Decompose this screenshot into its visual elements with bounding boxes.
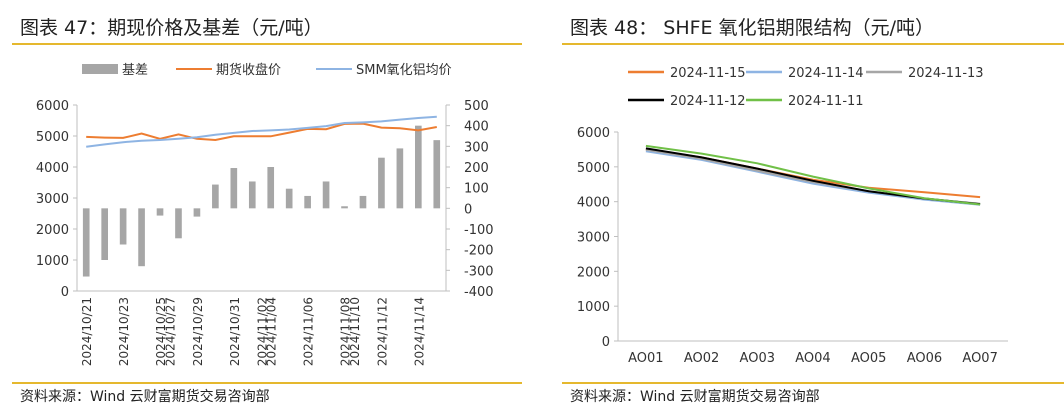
x-tick-label: 2024/10/27 (163, 297, 177, 366)
y-left-tick-label: 1000 (36, 254, 69, 269)
y-right-tick-label: -400 (464, 285, 494, 300)
basis-bar (433, 140, 441, 209)
y-right-tick-label: 0 (464, 202, 472, 217)
basis-bar (175, 208, 182, 239)
futures-price-line (86, 122, 437, 142)
basis-bar (212, 184, 219, 209)
y-right-tick-label: -300 (464, 264, 494, 279)
x-tick-label: AO06 (907, 351, 942, 366)
x-tick-label: 2024/11/12 (375, 297, 389, 366)
x-tick-label: AO02 (684, 351, 719, 366)
series-line-2024-11-14 (645, 150, 981, 206)
basis-bar (156, 208, 164, 216)
basis-bar (101, 208, 108, 260)
y-tick-label: 2000 (577, 265, 610, 280)
x-tick-label: 2024/11/10 (348, 297, 362, 366)
y-left-tick-label: 5000 (36, 130, 69, 145)
x-tick-label: 2024/10/25 (154, 297, 168, 366)
basis-bar (304, 195, 311, 209)
left-chart-svg: 基差 期货收盘价 SMM氧化铝均价0100020003000400050006000… (36, 62, 494, 366)
series-line-2024-11-11 (645, 144, 981, 206)
y-tick-label: 5000 (577, 161, 610, 176)
y-left-tick-label: 4000 (36, 161, 69, 176)
basis-bar (322, 181, 330, 209)
x-tick-label: AO01 (628, 351, 663, 366)
basis-bar (396, 148, 404, 209)
right-source-note: 资料来源：Wind 云财富期货交易咨询部 (570, 389, 820, 405)
y-right-tick-label: 300 (464, 140, 489, 155)
basis-bar (341, 206, 348, 209)
x-tick-label: 2024/10/21 (80, 297, 94, 366)
legend-label: 2024-11-15 (670, 66, 746, 81)
y-tick-label: 1000 (577, 300, 610, 315)
legend-label: 基差 (122, 63, 148, 78)
x-tick-label: AO03 (740, 351, 775, 366)
y-left-tick-label: 2000 (36, 223, 69, 238)
x-tick-label: 2024/11/06 (302, 297, 316, 366)
x-tick-label: 2024/10/23 (117, 297, 131, 366)
y-right-tick-label: -200 (464, 244, 494, 259)
legend-label: 2024-11-14 (788, 66, 864, 81)
y-left-tick-label: 6000 (36, 99, 69, 114)
legend-swatch-basis (82, 64, 118, 74)
x-tick-label: 2024/11/02 (256, 297, 270, 366)
y-tick-label: 6000 (577, 126, 610, 141)
y-right-tick-label: 500 (464, 99, 489, 114)
right-footer-divider (562, 382, 1064, 384)
basis-bar (230, 168, 238, 209)
x-tick-label: 2024/11/08 (339, 297, 353, 366)
left-source-note: 资料来源：Wind 云财富期货交易咨询部 (20, 389, 270, 405)
y-tick-label: 0 (602, 335, 610, 350)
y-left-tick-label: 0 (61, 285, 69, 300)
right-chart-title: 图表 48： SHFE 氧化铝期限结构（元/吨） (570, 17, 934, 39)
basis-bar (119, 208, 127, 245)
x-tick-label: AO05 (851, 351, 886, 366)
y-right-tick-label: 400 (464, 120, 489, 135)
left-title-divider (12, 43, 522, 45)
left-footer-divider (12, 382, 522, 384)
basis-bar (285, 188, 293, 209)
basis-bar (267, 167, 275, 209)
y-right-tick-label: 200 (464, 161, 489, 176)
legend-label: 期货收盘价 (216, 62, 281, 78)
x-tick-label: 2024/10/31 (228, 297, 242, 366)
y-left-tick-label: 3000 (36, 192, 69, 207)
x-tick-label: 2024/10/29 (191, 297, 205, 366)
x-tick-label: 2024/11/04 (265, 297, 279, 366)
x-tick-label: AO07 (962, 351, 997, 366)
legend-label: SMM氧化铝均价 (356, 63, 452, 78)
left-chart-title: 图表 47：期现价格及基差（元/吨） (20, 17, 323, 39)
y-right-tick-label: 100 (464, 182, 489, 197)
x-tick-label: 2024/11/14 (412, 297, 426, 366)
x-tick-label: AO04 (795, 351, 830, 366)
basis-bar (248, 181, 256, 209)
legend-label: 2024-11-11 (788, 94, 864, 109)
y-tick-label: 3000 (577, 231, 610, 246)
left-chart-panel: 图表 47：期现价格及基差（元/吨） 基差 期货收盘价 SMM氧化铝均价 0 1000 2… (0, 0, 522, 417)
y-right-tick-label: -100 (464, 223, 494, 238)
right-title-divider (562, 43, 1064, 45)
legend-label: 2024-11-13 (908, 66, 984, 81)
basis-bar (359, 195, 367, 209)
legend-label: 2024-11-12 (670, 94, 746, 109)
basis-bar (193, 208, 201, 217)
smm-price-line (86, 115, 437, 148)
basis-bar (415, 125, 422, 209)
right-chart-panel: 图表 48： SHFE 氧化铝期限结构（元/吨） 2024-11-15 2024-… (550, 0, 1064, 417)
basis-bar (138, 208, 145, 267)
right-chart-svg: 2024-11-15 2024-11-14 2024-11-13 2024-11-12… (577, 66, 1008, 366)
basis-bar (82, 208, 90, 277)
basis-bar (378, 157, 385, 209)
y-tick-label: 4000 (577, 196, 610, 211)
